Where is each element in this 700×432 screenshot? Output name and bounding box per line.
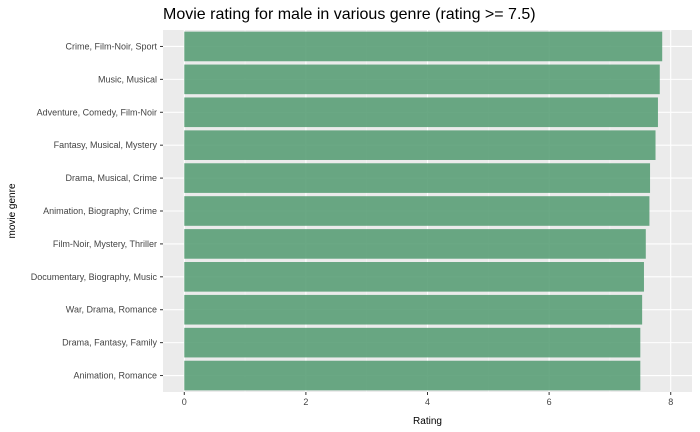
y-tick-label: Adventure, Comedy, Film-Noir [37, 107, 157, 117]
bar [184, 31, 663, 62]
bar [184, 294, 643, 325]
x-tick-label: 6 [547, 397, 552, 407]
y-tick-label: Crime, Film-Noir, Sport [65, 41, 157, 51]
bar [184, 196, 650, 226]
bar [184, 327, 641, 358]
bar [184, 97, 658, 128]
x-tick-label: 0 [182, 397, 187, 407]
x-tick-label: 8 [668, 397, 673, 407]
y-axis-title: movie genre [7, 183, 18, 238]
bar [184, 64, 660, 95]
y-tick-label: Animation, Romance [73, 371, 157, 381]
y-tick-label: Music, Musical [98, 74, 157, 84]
chart-title: Movie rating for male in various genre (… [163, 6, 536, 23]
bar [184, 262, 644, 292]
x-axis-title: Rating [413, 416, 442, 427]
y-tick-label: Drama, Fantasy, Family [62, 338, 157, 348]
y-tick-label: War, Drama, Romance [66, 305, 157, 315]
y-tick-label: Animation, Biography, Crime [43, 206, 157, 216]
y-tick-label: Fantasy, Musical, Mystery [54, 140, 158, 150]
bar [184, 130, 656, 160]
x-axis-ticks: 0 2 4 6 8 [182, 392, 673, 407]
y-tick-label: Drama, Musical, Crime [65, 173, 157, 183]
bar [184, 360, 641, 391]
x-tick-label: 2 [303, 397, 308, 407]
bar [184, 163, 651, 193]
bar [184, 229, 646, 259]
bars [184, 31, 663, 391]
y-tick-label: Documentary, Biography, Music [31, 272, 158, 282]
x-tick-label: 4 [425, 397, 430, 407]
y-axis-ticks: Crime, Film-Noir, Sport Music, Musical Adv… [31, 41, 163, 381]
y-tick-label: Film-Noir, Mystery, Thriller [53, 239, 157, 249]
